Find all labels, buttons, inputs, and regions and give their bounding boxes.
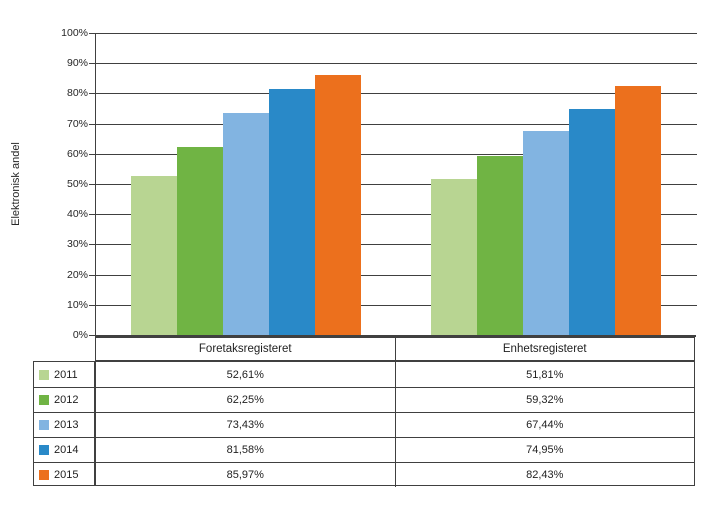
legend-row-2012: 2012 [34, 387, 94, 412]
y-tick-mark [89, 335, 96, 336]
y-tick-mark [89, 275, 96, 276]
value-2015-enhetsregisteret: 82,43% [526, 469, 564, 481]
y-tick-label-80%: 80% [66, 87, 88, 99]
value-2011-foretaksregisteret: 52,61% [96, 362, 396, 387]
bar-group-enhetsregisteret [396, 33, 696, 335]
bar-2011-foretaksregisteret [131, 176, 177, 335]
gridline-90% [96, 63, 697, 64]
y-tick-label-30%: 30% [66, 238, 88, 250]
value-2011-enhetsregisteret: 51,81% [526, 368, 564, 381]
value-2012-foretaksregisteret: 62,25% [96, 388, 396, 412]
table-row-2014: 81,58% 74,95% [96, 437, 694, 462]
gridline-20% [96, 275, 697, 276]
y-tick-label-70%: 70% [66, 118, 88, 130]
table-row-2015: 85,97% 82,43% [96, 462, 694, 487]
legend-label-2011: 2011 [54, 368, 78, 381]
y-tick-label-40%: 40% [66, 208, 88, 220]
legend-swatch-2015 [39, 470, 49, 480]
y-tick-mark [89, 33, 96, 34]
y-tick-mark [89, 93, 96, 94]
bar-2011-enhetsregisteret [431, 179, 477, 335]
y-tick-label-50%: 50% [66, 178, 88, 190]
y-tick-mark [89, 184, 96, 185]
bar-2013-enhetsregisteret [523, 131, 569, 335]
y-tick-label-90%: 90% [66, 57, 88, 69]
legend-swatch-2014 [39, 445, 49, 455]
gridline-100% [96, 33, 697, 34]
value-2015-foretaksregisteret: 85,97% [96, 463, 396, 487]
gridline-40% [96, 214, 697, 215]
y-tick-label-0%: 0% [72, 329, 88, 341]
y-tick-label-20%: 20% [66, 269, 88, 281]
value-2012-enhetsregisteret: 59,32% [526, 394, 564, 406]
bar-2015-enhetsregisteret [615, 86, 661, 335]
y-tick-mark [89, 305, 96, 306]
value-2013-enhetsregisteret: 67,44% [526, 419, 564, 431]
y-tick-label-10%: 10% [66, 299, 88, 311]
bar-2013-foretaksregisteret [223, 113, 269, 335]
gridline-70% [96, 124, 697, 125]
gridline-80% [96, 93, 697, 94]
bar-2012-enhetsregisteret [477, 156, 523, 335]
legend-label-2012: 2012 [54, 394, 79, 406]
bar-2014-foretaksregisteret [269, 89, 315, 335]
legend-row-2011: 2011 [34, 362, 94, 387]
legend-table: 2011 2012 2013 2014 2015 [33, 361, 95, 486]
bar-2012-foretaksregisteret [177, 147, 223, 335]
category-header-row: Foretaksregisteret Enhetsregisteret [95, 337, 695, 361]
y-axis-title: Elektronisk andel [10, 142, 22, 226]
y-tick-mark [89, 154, 96, 155]
y-tick-mark [89, 63, 96, 64]
plot-area: 0% 10% 20% 30% 40% 50% 60% 70% 80% 90% 100% [61, 27, 697, 341]
table-row-2011: 52,61% 51,81% [96, 362, 694, 387]
category-label-foretaksregisteret: Foretaksregisteret [96, 338, 396, 360]
data-table: 52,61% 51,81% 62,25% 59,32% 73,43% 67,44% 81,5… [95, 361, 695, 487]
bar-groups [96, 33, 696, 335]
gridline-10% [96, 305, 697, 306]
legend-label-2013: 2013 [54, 419, 79, 431]
table-row-2013: 73,43% 67,44% [96, 412, 694, 437]
value-2014-enhetsregisteret: 74,95% [526, 444, 564, 456]
bar-2014-enhetsregisteret [569, 109, 615, 335]
bar-2015-foretaksregisteret [315, 75, 361, 335]
legend-swatch-2012 [39, 395, 49, 405]
legend-swatch-2011 [39, 369, 49, 380]
y-tick-mark [89, 214, 96, 215]
y-tick-mark [89, 244, 96, 245]
y-tick-mark [89, 124, 96, 125]
legend-label-2015: 2015 [54, 469, 79, 481]
gridline-30% [96, 244, 697, 245]
legend-label-2014: 2014 [54, 444, 79, 456]
value-2014-foretaksregisteret: 81,58% [96, 438, 396, 462]
legend-swatch-2013 [39, 420, 49, 430]
bar-group-foretaksregisteret [96, 33, 396, 335]
legend-row-2014: 2014 [34, 437, 94, 462]
gridline-60% [96, 154, 697, 155]
legend-row-2013: 2013 [34, 412, 94, 437]
table-row-2012: 62,25% 59,32% [96, 387, 694, 412]
legend-row-2015: 2015 [34, 462, 94, 487]
gridline-50% [96, 184, 697, 185]
value-2013-foretaksregisteret: 73,43% [96, 413, 396, 437]
category-label-enhetsregisteret: Enhetsregisteret [502, 343, 587, 355]
y-tick-label-60%: 60% [66, 148, 88, 160]
y-tick-label-100%: 100% [61, 27, 88, 39]
